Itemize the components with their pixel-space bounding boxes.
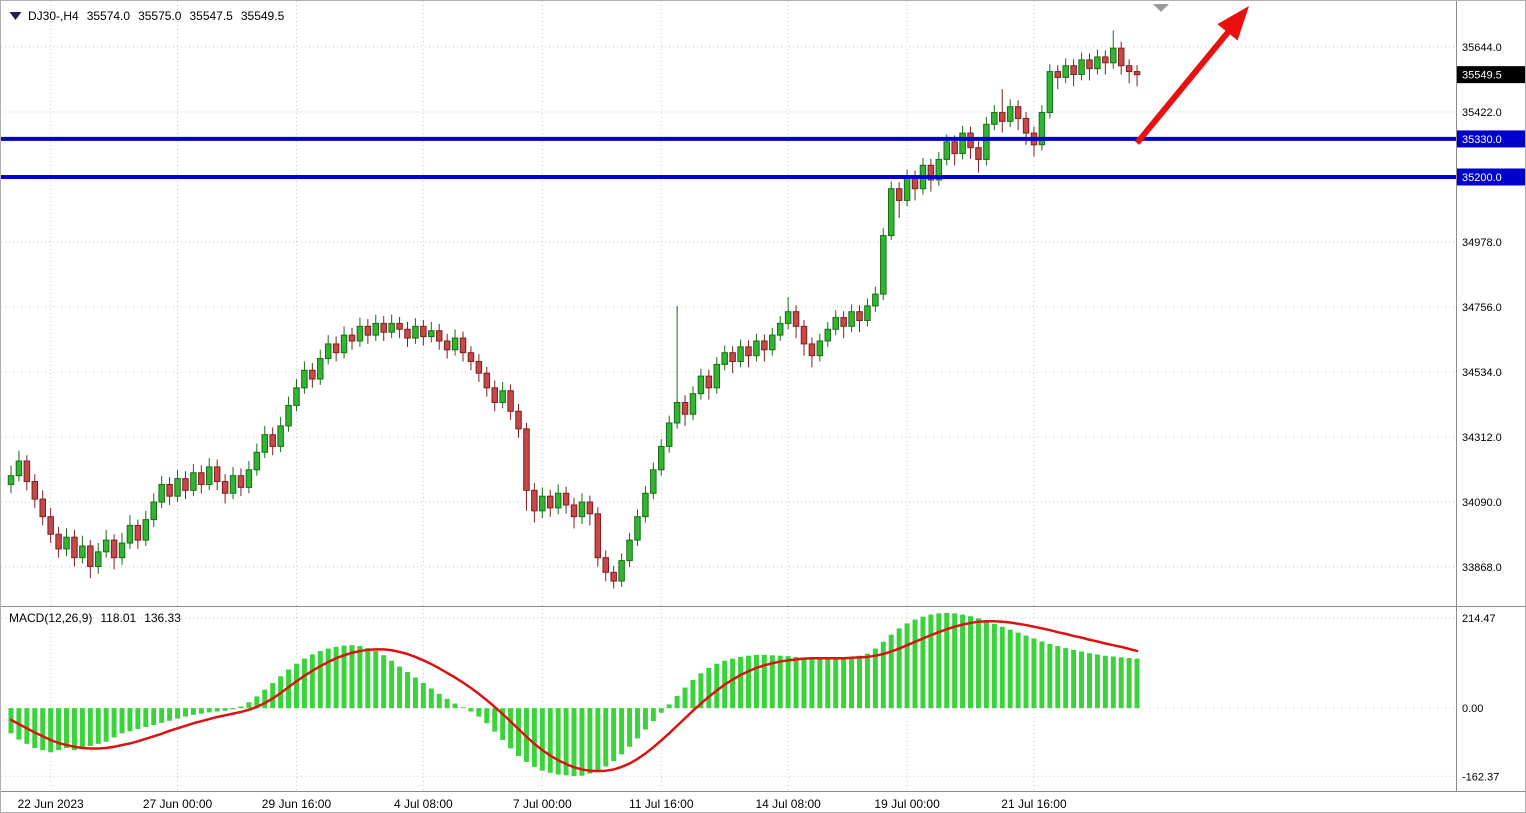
time-axis-label: 27 Jun 00:00	[143, 797, 213, 811]
macd-axis-label: -162.37	[1462, 771, 1499, 783]
current-price-tag: 35549.5	[1457, 66, 1525, 84]
price-axis-label: 35644.0	[1462, 42, 1502, 54]
svg-text:35200.0: 35200.0	[1462, 172, 1502, 184]
svg-text:35330.0: 35330.0	[1462, 134, 1502, 146]
time-axis-label: 19 Jul 00:00	[874, 797, 940, 811]
price-axis-label: 34534.0	[1462, 367, 1502, 379]
trend-arrow[interactable]	[1134, 6, 1249, 145]
macd-axis: 214.47 0.00 -162.37	[1462, 613, 1499, 783]
price-axis-label: 35422.0	[1462, 107, 1502, 119]
macd-axis-label: 214.47	[1462, 613, 1496, 625]
candlestick-series	[7, 30, 1141, 589]
time-axis-label: 29 Jun 16:00	[262, 797, 332, 811]
time-axis-label: 22 Jun 2023	[18, 797, 84, 811]
time-axis-label: 7 Jul 00:00	[513, 797, 572, 811]
time-axis-label: 21 Jul 16:00	[1001, 797, 1067, 811]
price-axis: 35644.0 35422.0 35200.0 34978.0 34756.0 34534…	[1462, 42, 1502, 574]
scroll-marker-icon	[1153, 4, 1169, 12]
price-axis-label: 34090.0	[1462, 497, 1502, 509]
price-axis-label: 33868.0	[1462, 562, 1502, 574]
macd-histogram	[8, 612, 1140, 777]
price-axis-label: 34978.0	[1462, 237, 1502, 249]
macd-signal-line	[9, 620, 1139, 773]
level-price-tag: 35330.0	[1457, 130, 1525, 148]
time-axis-label: 4 Jul 08:00	[394, 797, 453, 811]
price-axis-label: 34312.0	[1462, 432, 1502, 444]
level-price-tag: 35200.0	[1457, 168, 1525, 186]
macd-axis-label: 0.00	[1462, 703, 1483, 715]
panel-separators	[1, 1, 1525, 792]
time-axis: 22 Jun 2023 27 Jun 00:00 29 Jun 16:00 4 Jul…	[18, 797, 1067, 811]
svg-text:35549.5: 35549.5	[1462, 70, 1502, 82]
time-axis-label: 11 Jul 16:00	[629, 797, 694, 811]
time-axis-label: 14 Jul 08:00	[755, 797, 821, 811]
price-axis-label: 34756.0	[1462, 302, 1502, 314]
